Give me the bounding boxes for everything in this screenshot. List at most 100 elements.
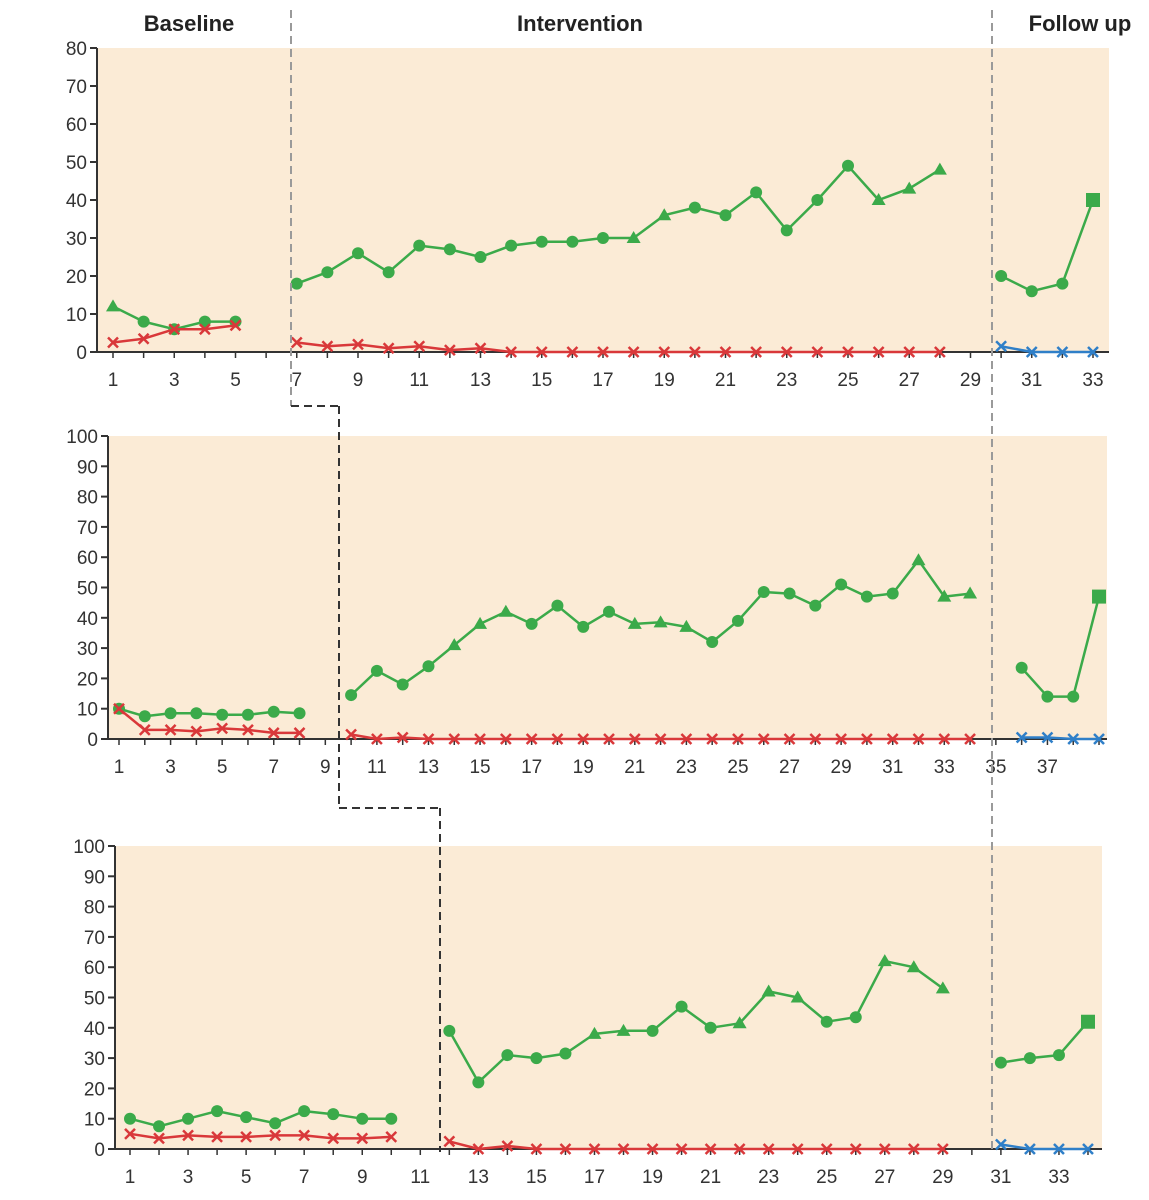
x-tick-label: 3 <box>165 757 176 778</box>
blue-data-point-x <box>1082 1143 1094 1155</box>
x-tick-label: 15 <box>531 370 552 391</box>
red-data-point-x <box>530 1143 543 1155</box>
red-data-point-x <box>878 1143 891 1155</box>
green-series-line <box>1000 1020 1089 1064</box>
x-tick-label: 29 <box>960 370 981 391</box>
red-data-point-x <box>356 1132 369 1145</box>
phase-lines-layer <box>290 10 993 1152</box>
x-tick-label: 31 <box>882 757 903 778</box>
x-tick-label: 17 <box>592 370 613 391</box>
x-tick-label: 11 <box>409 370 429 391</box>
red-data-point-x <box>443 1135 456 1148</box>
x-tick-label: 15 <box>526 1167 547 1188</box>
x-tick-label: 33 <box>1082 370 1103 391</box>
y-tick-label: 80 <box>77 488 98 509</box>
green-series-line <box>296 164 941 285</box>
red-data-point-x <box>164 724 177 736</box>
x-tick-label: 13 <box>470 370 491 391</box>
x-tick-label: 9 <box>357 1167 368 1188</box>
blue-data-point-x <box>1041 731 1054 744</box>
red-data-point-x <box>732 733 744 745</box>
y-tick-label: 0 <box>76 343 87 364</box>
phase-label-follow-up: Follow up <box>1029 11 1132 36</box>
x-tick-label: 11 <box>410 1167 430 1188</box>
green-data-point-triangle <box>911 553 926 566</box>
green-series <box>124 954 1095 1133</box>
green-data-point-triangle <box>106 299 120 312</box>
red-data-point-x <box>835 733 848 745</box>
red-data-point-x <box>780 346 793 358</box>
red-data-point-x <box>733 1143 746 1155</box>
plot-background <box>108 436 1107 739</box>
green-data-point-square <box>1086 193 1100 207</box>
green-data-point-circle <box>293 707 306 720</box>
blue-data-point-x <box>1025 346 1038 358</box>
red-data-point-x <box>938 733 951 745</box>
red-data-point-x <box>809 733 822 745</box>
green-data-point-triangle <box>679 619 694 632</box>
blue-data-point-x <box>1087 346 1099 358</box>
red-data-point-x <box>321 340 334 353</box>
x-tick-label: 27 <box>899 370 920 391</box>
green-data-point-circle <box>551 599 564 612</box>
green-data-point-triangle <box>963 586 978 599</box>
x-tick-label: 29 <box>831 757 852 778</box>
x-tick-label: 21 <box>715 370 736 391</box>
green-data-point-triangle <box>871 193 886 205</box>
green-data-point-circle <box>290 277 303 290</box>
y-tick-label: 50 <box>84 989 105 1010</box>
red-data-point-x <box>382 342 395 355</box>
red-data-point-x <box>646 1143 659 1155</box>
red-data-point-x <box>849 1143 862 1155</box>
green-data-point-circle <box>505 239 518 252</box>
blue-data-point-x <box>995 340 1008 353</box>
green-data-point-circle <box>757 586 770 599</box>
blue-series <box>995 340 1099 358</box>
green-data-point-circle <box>352 247 364 260</box>
y-tick-label: 100 <box>66 427 98 448</box>
x-tick-label: 13 <box>468 1167 489 1188</box>
green-data-point-circle <box>731 614 744 627</box>
x-tick-label: 21 <box>700 1167 721 1188</box>
x-tick-label: 1 <box>108 370 119 391</box>
red-data-point-x <box>783 733 796 745</box>
green-series-line <box>1020 596 1101 698</box>
blue-data-point-x <box>1056 346 1069 358</box>
blue-data-point-x <box>1053 1143 1065 1155</box>
blue-series-line <box>1000 1143 1088 1151</box>
x-tick-label: 3 <box>183 1167 194 1188</box>
red-data-point-x <box>198 323 211 336</box>
green-data-point-circle <box>124 1112 136 1125</box>
green-data-point-circle <box>164 707 177 720</box>
red-series <box>113 702 976 745</box>
green-data-point-circle <box>1067 690 1080 703</box>
x-tick-label: 11 <box>367 757 387 778</box>
red-data-point-x <box>137 332 150 345</box>
y-tick-label: 20 <box>84 1079 105 1100</box>
y-tick-label: 20 <box>66 267 87 288</box>
red-data-point-x <box>907 1143 920 1155</box>
red-data-point-x <box>240 1130 253 1143</box>
x-tick-label: 15 <box>469 757 490 778</box>
green-data-point-square <box>1092 589 1107 604</box>
red-data-point-x <box>719 346 732 358</box>
y-tick-label: 50 <box>66 153 87 174</box>
green-data-point-triangle <box>732 1016 747 1029</box>
x-tick-label: 9 <box>320 757 331 778</box>
green-data-point-triangle <box>761 984 776 997</box>
red-data-point-x <box>293 727 306 739</box>
red-series <box>107 319 946 358</box>
red-data-point-x <box>903 346 916 358</box>
y-tick-label: 10 <box>84 1110 105 1131</box>
green-data-point-circle <box>472 1076 485 1089</box>
red-data-point-x <box>396 731 409 744</box>
blue-series <box>995 1138 1094 1155</box>
red-series <box>124 1127 949 1155</box>
green-data-point-circle <box>704 1021 717 1034</box>
red-data-point-x <box>153 1132 165 1145</box>
red-data-point-x <box>472 1143 485 1155</box>
green-data-point-circle <box>780 224 793 237</box>
red-data-point-x <box>750 346 763 358</box>
red-data-point-x <box>290 336 303 349</box>
